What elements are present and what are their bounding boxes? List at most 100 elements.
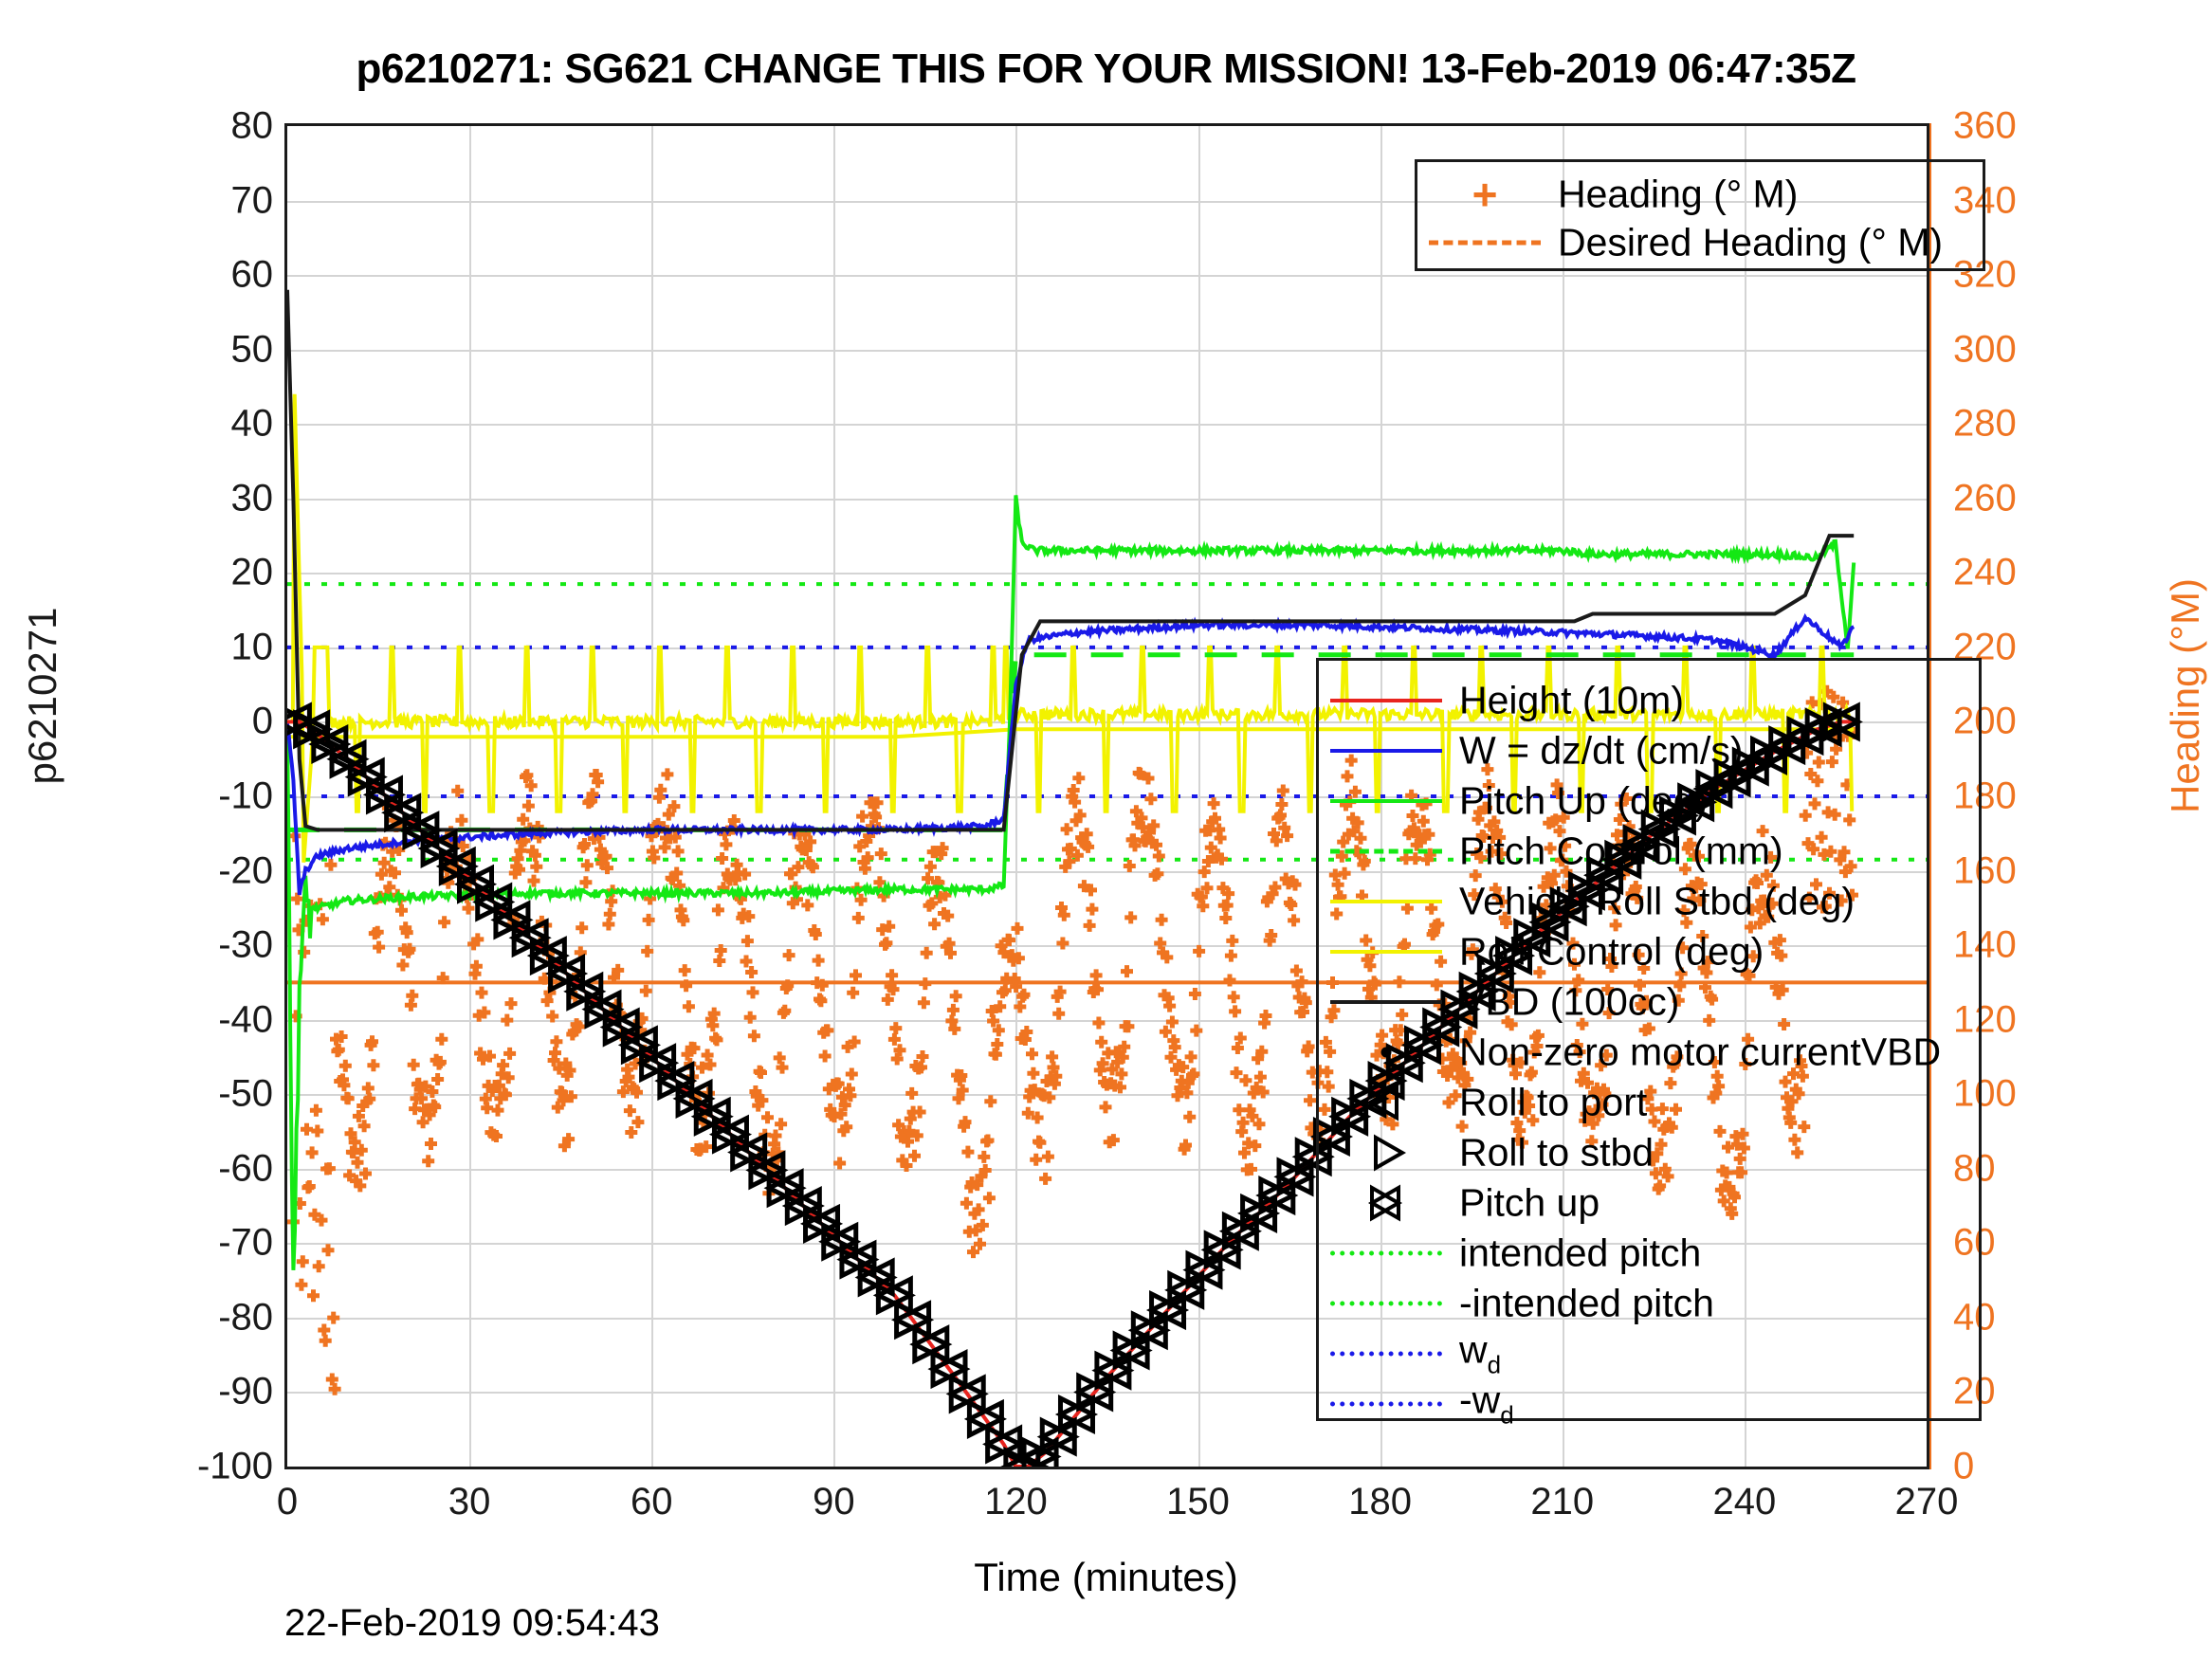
y-tick-right: 20	[1953, 1370, 1996, 1413]
y-tick-left: 60	[230, 253, 274, 296]
legend-item-label: Height (10m)	[1459, 678, 1684, 722]
y-tick-right: 260	[1953, 477, 2017, 520]
trace-vbd	[287, 289, 1855, 832]
gridline-horizontal	[287, 1243, 1927, 1246]
y-tick-left: -80	[218, 1296, 273, 1339]
gridline-horizontal	[287, 1094, 1927, 1097]
triangle-right-marker	[1330, 1132, 1442, 1174]
legend-item-label: Non-zero motor currentVBD	[1459, 1030, 1942, 1074]
y-tick-right: 80	[1953, 1147, 1996, 1190]
y-tick-left: -20	[218, 849, 273, 892]
x-tick: 60	[630, 1481, 673, 1522]
trace-vehicle-roll	[287, 393, 1855, 863]
dot-marker	[1330, 1031, 1442, 1073]
y-tick-left: 70	[230, 179, 274, 222]
y-tick-left: 10	[230, 626, 274, 668]
legend-item-label: Desired Heading (° M)	[1558, 220, 1944, 264]
gridline-horizontal	[287, 1019, 1927, 1022]
gridline-horizontal	[287, 498, 1927, 501]
footer-timestamp: 22-Feb-2019 09:54:43	[284, 1602, 660, 1644]
y-tick-left: 50	[230, 328, 274, 371]
x-tick: 240	[1712, 1481, 1777, 1522]
legend-item-label: Vehicle Roll Stbd (deg)	[1459, 879, 1856, 923]
y-tick-right: 360	[1953, 104, 2017, 147]
legend-item-label: intended pitch	[1459, 1231, 1702, 1275]
y-tick-left: -50	[218, 1072, 273, 1115]
x-tick: 90	[813, 1481, 855, 1522]
legend-main[interactable]: Height (10m) W = dz/dt (cm/s) Pitch Up (de…	[1316, 658, 1982, 1429]
solid-line	[1330, 881, 1442, 922]
page-title: p6210271: SG621 CHANGE THIS FOR YOUR MIS…	[356, 46, 1856, 92]
y-tick-left: -90	[218, 1370, 273, 1413]
data-traces	[287, 289, 1927, 1467]
gridline-horizontal	[287, 1168, 1927, 1171]
y-tick-right: 180	[1953, 775, 2017, 817]
legend-item-label: -intended pitch	[1459, 1281, 1714, 1325]
y-tick-left: -100	[196, 1445, 273, 1487]
y-tick-left: 80	[230, 104, 274, 147]
y-tick-left: -60	[218, 1147, 273, 1190]
legend-item-label: Roll to stbd	[1459, 1130, 1654, 1175]
y-tick-right: 300	[1953, 328, 2017, 371]
legend-item-label: Pitch Up (deg)	[1459, 778, 1709, 823]
plot-area	[284, 123, 1929, 1469]
bowtie-marker	[1330, 1182, 1442, 1224]
legend-item-label: Pitch up	[1459, 1180, 1600, 1225]
y-tick-left: 30	[230, 477, 274, 520]
legend-item-label: -wd	[1459, 1377, 1514, 1430]
y-tick-right: 120	[1953, 998, 2017, 1041]
right-axis-line	[1928, 123, 1931, 1469]
x-tick: 150	[1166, 1481, 1230, 1522]
y-tick-right: 280	[1953, 402, 2017, 445]
y-tick-right: 200	[1953, 700, 2017, 742]
legend-item-label: W = dz/dt (cm/s)	[1459, 728, 1744, 773]
dotted-line	[1330, 1232, 1442, 1274]
gridline-horizontal	[287, 424, 1927, 427]
solid-line	[1330, 680, 1442, 721]
solid-line	[1330, 780, 1442, 822]
x-tick: 120	[984, 1481, 1048, 1522]
y-tick-left: -40	[218, 998, 273, 1041]
gridline-horizontal	[287, 349, 1927, 352]
x-tick: 270	[1894, 1481, 1959, 1522]
gridline-horizontal	[287, 870, 1927, 873]
y-tick-left: 0	[251, 700, 273, 742]
y-tick-left: -30	[218, 923, 273, 966]
solid-line	[1330, 730, 1442, 772]
legend-item-label: Heading (° M)	[1558, 172, 1799, 216]
x-axis-label: Time (minutes)	[974, 1555, 1238, 1599]
triangle-left-marker	[1330, 1082, 1442, 1123]
y-tick-left: -10	[218, 775, 273, 817]
legend-item-label: wd	[1459, 1327, 1502, 1379]
solid-line	[1330, 981, 1442, 1023]
legend-item-label: Roll to port	[1459, 1080, 1648, 1124]
dotted-line	[1330, 1383, 1442, 1425]
y-tick-right: 140	[1953, 923, 2017, 966]
legend-heading[interactable]: + Heading (° M) Desired Heading (° M)	[1415, 159, 1985, 271]
y-tick-right: 40	[1953, 1296, 1996, 1339]
y-tick-left: 40	[230, 402, 274, 445]
legend-item-label: Pitch Control (mm)	[1459, 829, 1783, 873]
dotted-line	[1330, 1333, 1442, 1375]
legend-item-label: VBD (100cc)	[1459, 979, 1680, 1024]
maneuver-markers	[287, 702, 1863, 1467]
x-tick: 30	[448, 1481, 491, 1522]
gridline-horizontal	[287, 1317, 1927, 1320]
plus-marker: +	[1472, 170, 1498, 219]
gridline-horizontal	[287, 200, 1927, 203]
y-tick-right: 240	[1953, 551, 2017, 593]
trace-vertical-velocity	[287, 612, 1856, 896]
dashed-line	[1429, 222, 1541, 264]
y-tick-right: 220	[1953, 626, 2017, 668]
solid-line	[1330, 931, 1442, 973]
x-tick: 180	[1348, 1481, 1413, 1522]
y-tick-left: 20	[230, 551, 274, 593]
gridline-horizontal	[287, 275, 1927, 278]
y-tick-right: 100	[1953, 1072, 2017, 1115]
dotted-line	[1330, 1283, 1442, 1324]
y-axis-right-label: Heading (°M)	[2163, 578, 2207, 813]
y-tick-right: 60	[1953, 1221, 1996, 1264]
y-tick-right: 160	[1953, 849, 2017, 892]
x-tick: 210	[1530, 1481, 1595, 1522]
x-tick: 0	[276, 1481, 299, 1522]
